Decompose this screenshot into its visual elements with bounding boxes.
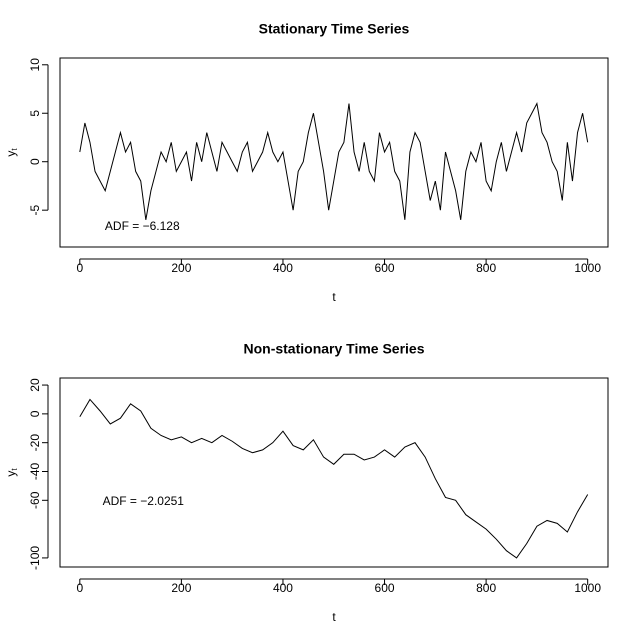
chart-title: Non-stationary Time Series bbox=[243, 341, 424, 357]
x-tick-label: 0 bbox=[76, 581, 83, 595]
y-tick-label: 5 bbox=[28, 110, 42, 117]
y-tick-label: -60 bbox=[28, 491, 42, 509]
y-axis-label-sub: t bbox=[10, 468, 19, 471]
annotation: ADF = −6.128 bbox=[105, 219, 180, 233]
y-tick-label: 0 bbox=[28, 410, 42, 417]
x-tick-label: 200 bbox=[171, 581, 191, 595]
x-tick-label: 0 bbox=[76, 261, 83, 275]
x-tick-label: 1000 bbox=[574, 581, 601, 595]
x-tick-label: 1000 bbox=[574, 261, 601, 275]
x-tick-label: 400 bbox=[273, 581, 293, 595]
y-tick-label: -100 bbox=[28, 546, 42, 570]
chart: Stationary Time Series 0 200 400 600 800 1000 t… bbox=[4, 21, 609, 304]
chart-title: Stationary Time Series bbox=[259, 21, 410, 37]
plot-box bbox=[59, 377, 609, 568]
x-tick-label: 400 bbox=[273, 261, 293, 275]
y-tick-label: 20 bbox=[28, 378, 42, 392]
x-tick-label: 600 bbox=[375, 261, 395, 275]
x-tick-label: 800 bbox=[476, 581, 496, 595]
y-axis-label-main: y bbox=[4, 151, 18, 157]
y-axis-label-sub: t bbox=[10, 148, 19, 151]
y-tick-label: 0 bbox=[28, 158, 42, 165]
plot-box bbox=[59, 57, 609, 248]
y-tick-label: 10 bbox=[28, 58, 42, 72]
x-axis-label: t bbox=[332, 290, 336, 304]
y-axis-label: yt bbox=[4, 148, 19, 157]
x-axis-label: t bbox=[332, 610, 336, 624]
x-tick-label: 200 bbox=[171, 261, 191, 275]
y-tick-label: -40 bbox=[28, 462, 42, 480]
y-axis-label: yt bbox=[4, 468, 19, 477]
series-line bbox=[79, 102, 589, 220]
y-tick-label: -20 bbox=[28, 434, 42, 452]
y-tick-label: -5 bbox=[28, 205, 42, 216]
series-line bbox=[79, 398, 589, 559]
y-axis-label-main: y bbox=[4, 471, 18, 477]
annotation: ADF = −2.0251 bbox=[103, 494, 185, 508]
x-tick-label: 800 bbox=[476, 261, 496, 275]
x-tick-label: 600 bbox=[375, 581, 395, 595]
